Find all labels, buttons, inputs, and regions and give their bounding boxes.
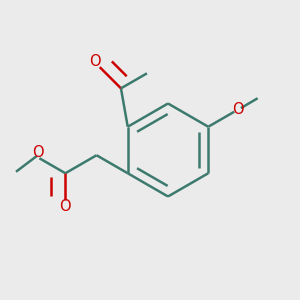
Text: O: O [232, 102, 244, 117]
Text: O: O [60, 199, 71, 214]
Text: O: O [32, 145, 44, 160]
Text: O: O [89, 54, 101, 69]
